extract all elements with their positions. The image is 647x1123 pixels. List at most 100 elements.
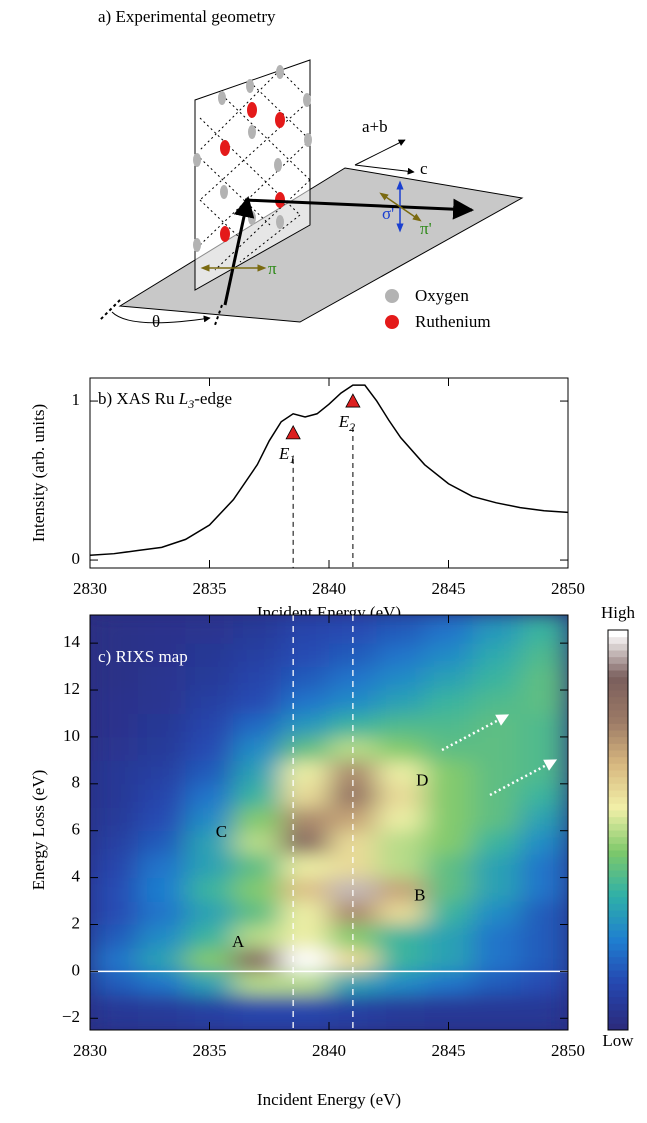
heatmap-cell (329, 666, 378, 691)
heatmap-cell (329, 643, 378, 668)
heatmap-cell (520, 783, 568, 808)
colorbar-swatch (608, 783, 628, 791)
colorbar-swatch (608, 730, 628, 738)
heatmap (90, 615, 568, 1030)
title-part: -edge (194, 389, 232, 408)
colorbar-swatch (608, 756, 628, 764)
x-tick-label: 2845 (432, 1041, 466, 1060)
heatmap-cell (376, 643, 426, 668)
heatmap-cell (376, 901, 426, 925)
colorbar-swatch (608, 1023, 628, 1031)
axis-label: a+b (362, 117, 388, 136)
heatmap-cell (520, 713, 568, 738)
plot-frame (89, 614, 569, 1031)
heatmap-cell (281, 854, 330, 879)
marker-label: E2 (338, 412, 355, 434)
colorbar-swatch (608, 956, 628, 964)
heatmap-cell (137, 736, 187, 761)
heatmap-cell (472, 971, 521, 996)
heatmap-cell (424, 877, 473, 902)
colorbar-swatch (608, 936, 628, 944)
colorbar-swatch (608, 796, 628, 804)
heatmap-cell (520, 807, 568, 832)
heatmap-cell (376, 971, 426, 996)
heatmap-cell (233, 830, 282, 855)
heatmap-cell (185, 854, 234, 879)
heatmap-cell (472, 947, 521, 972)
heatmap-cell (90, 690, 139, 714)
panel-title: a) Experimental geometry (98, 7, 276, 26)
x-tick-label: 2850 (551, 1041, 585, 1060)
heatmap-cell (233, 643, 282, 668)
x-tick-label: 2850 (551, 579, 585, 598)
heatmap-cell (329, 830, 378, 855)
heatmap-cell (185, 947, 234, 972)
xas-line (89, 384, 569, 557)
y-tick-label: 2 (72, 913, 81, 932)
heatmap-cell (520, 643, 568, 668)
colorbar-swatch (608, 890, 628, 898)
heatmap-cell (520, 615, 568, 644)
overlay (90, 615, 568, 1030)
heatmap-cell (376, 994, 426, 1030)
heatmap-cell (90, 783, 139, 808)
heatmap-cell (90, 830, 139, 855)
heatmap-cell (137, 947, 187, 972)
heatmap-cell (472, 713, 521, 738)
x-tick-label: 2845 (432, 579, 466, 598)
heatmap-cell (424, 666, 473, 691)
heatmap-cell (281, 924, 330, 949)
feature-label: C (216, 822, 227, 841)
heatmap-cell (281, 615, 330, 644)
heatmap-cell (424, 807, 473, 832)
marker-label-part: 1 (289, 452, 295, 466)
heatmap-cell (90, 760, 139, 785)
colorbar-swatch (608, 930, 628, 938)
heatmap-cell (424, 736, 473, 761)
y-tick-label: 10 (63, 726, 80, 745)
colorbar-swatch (608, 863, 628, 871)
heatmap-cell (520, 994, 568, 1030)
heatmap-cell (233, 854, 282, 879)
polarization-label: σ' (382, 204, 394, 223)
heatmap-cell (137, 924, 187, 949)
heatmap-cell (281, 643, 330, 668)
colorbar-swatch (608, 703, 628, 711)
y-tick-label: −2 (62, 1007, 80, 1026)
heatmap-cell (520, 947, 568, 972)
pi-prime-arrow (379, 192, 422, 222)
colorbar-swatch (608, 716, 628, 724)
angle-arc (111, 311, 211, 324)
colorbar-swatch (608, 676, 628, 684)
title-part: 3 (187, 397, 194, 411)
y-tick-label: 12 (63, 679, 80, 698)
colorbar-swatch (608, 790, 628, 798)
heatmap-cell (281, 947, 330, 972)
geometry-diagram: a) Experimental geometry a+b c σ' π' π θ (98, 7, 524, 331)
x-tick-label: 2830 (73, 1041, 107, 1060)
heatmap-cell (90, 924, 139, 949)
heatmap-cell (376, 666, 426, 691)
x-axis-title: Incident Energy (eV) (257, 1090, 401, 1109)
heatmap-cell (185, 713, 234, 738)
heatmap-cell (329, 807, 378, 832)
heatmap-cell (472, 615, 521, 644)
heatmap-cell (185, 901, 234, 925)
colorbar-swatch (608, 903, 628, 911)
heatmap-cell (233, 736, 282, 761)
x-tick-label: 2835 (193, 1041, 227, 1060)
y-tick-label: 0 (72, 960, 81, 979)
y-axis-title: Energy Loss (eV) (29, 770, 48, 891)
heatmap-cell (376, 736, 426, 761)
heatmap-cell (520, 854, 568, 879)
heatmap-cell (233, 924, 282, 949)
scattered-beam (244, 198, 475, 220)
heatmap-cell (376, 947, 426, 972)
heatmap-cell (233, 713, 282, 738)
panel-title: c) RIXS map (98, 647, 188, 666)
heatmap-cell (233, 947, 282, 972)
heatmap-cell (424, 830, 473, 855)
heatmap-cell (137, 713, 187, 738)
marker-label-part: E (338, 412, 350, 431)
heatmap-cell (376, 924, 426, 949)
